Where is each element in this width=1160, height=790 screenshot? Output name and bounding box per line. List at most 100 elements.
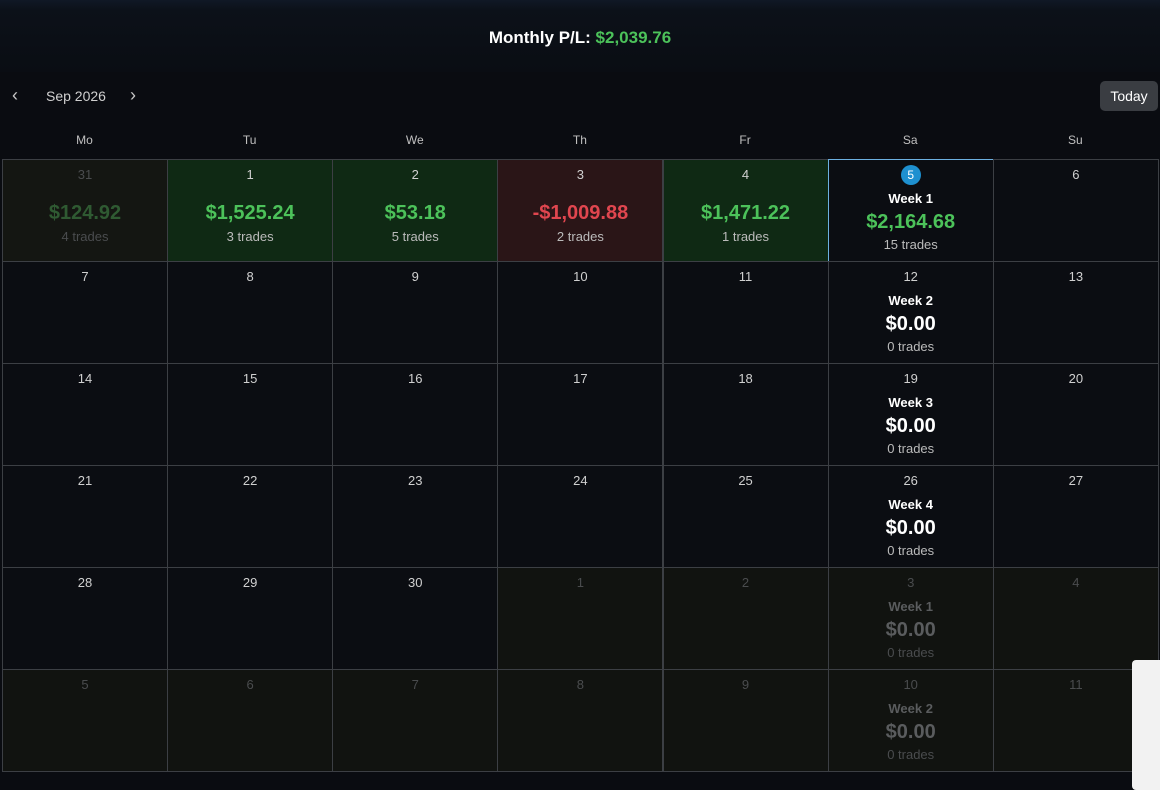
day-cell[interactable]: 6 [992, 159, 1159, 262]
day-cell[interactable]: 14 [2, 363, 168, 466]
day-cell[interactable]: 5 Week 1 $2,164.68 15 trades [827, 159, 994, 262]
day-number: 5 [829, 165, 993, 185]
day-pnl: $1,525.24 [205, 202, 295, 224]
day-cell[interactable]: 5 [2, 669, 168, 772]
day-cell[interactable]: 2 [662, 567, 829, 670]
today-button[interactable]: Today [1100, 81, 1158, 111]
day-cell[interactable]: 11 [992, 669, 1159, 772]
day-cell[interactable]: 22 [167, 465, 334, 568]
day-cell[interactable]: 6 [167, 669, 334, 772]
day-cell[interactable]: 13 [992, 261, 1159, 364]
day-cell[interactable]: 4 $1,471.22 1 trades [662, 159, 829, 262]
day-cell[interactable]: 31 $124.92 4 trades [2, 159, 168, 262]
day-cell[interactable]: 7 [332, 669, 499, 772]
day-number: 22 [242, 473, 258, 488]
day-cell[interactable]: 10 Week 2 $0.00 0 trades [827, 669, 994, 772]
week-trades: 15 trades [883, 237, 938, 252]
day-number: 19 [903, 371, 918, 386]
month-label: Sep 2026 [46, 88, 106, 104]
day-cell[interactable]: 16 [332, 363, 499, 466]
day-cell[interactable]: 20 [992, 363, 1159, 466]
week-pnl: $0.00 [885, 415, 936, 437]
day-number: 11 [1069, 677, 1083, 692]
day-number: 11 [738, 269, 753, 284]
day-number: 29 [242, 575, 258, 590]
day-pnl: $1,471.22 [701, 202, 791, 224]
header-bar [0, 0, 1160, 72]
day-number: 18 [738, 371, 753, 386]
day-cell[interactable]: 24 [497, 465, 664, 568]
day-cell[interactable]: 15 [167, 363, 334, 466]
day-number: 12 [903, 269, 918, 284]
day-pnl: -$1,009.88 [532, 202, 629, 224]
day-cell[interactable]: 18 [662, 363, 829, 466]
day-cell[interactable]: 28 [2, 567, 168, 670]
day-cell[interactable]: 23 [332, 465, 499, 568]
day-number: 15 [242, 371, 258, 386]
day-number: 24 [573, 473, 588, 488]
weekday-label: Mo [76, 133, 93, 147]
weekday-label: Fr [739, 133, 751, 147]
day-cell[interactable]: 29 [167, 567, 334, 670]
day-number: 16 [408, 371, 423, 386]
day-cell[interactable]: 4 [992, 567, 1159, 670]
day-cell[interactable]: 26 Week 4 $0.00 0 trades [827, 465, 994, 568]
day-cell[interactable]: 3 -$1,009.88 2 trades [497, 159, 664, 262]
day-cell[interactable]: 10 [497, 261, 664, 364]
pl-value: $2,039.76 [595, 28, 672, 47]
day-cell[interactable]: 21 [2, 465, 168, 568]
day-number: 3 [576, 167, 585, 182]
day-number: 2 [741, 575, 750, 590]
day-number: 2 [411, 167, 419, 182]
day-number: 10 [573, 269, 588, 284]
today-badge: 5 [900, 165, 921, 185]
weekday-label: Th [572, 133, 587, 147]
day-number: 25 [738, 473, 753, 488]
week-pnl: $2,164.68 [866, 211, 956, 233]
monthly-pl: Monthly P/L: $2,039.76 [0, 28, 1160, 48]
day-cell[interactable]: 25 [662, 465, 829, 568]
day-number: 7 [81, 269, 89, 284]
week-pnl: $0.00 [885, 619, 936, 641]
day-number: 10 [903, 677, 918, 692]
next-month[interactable]: › [130, 85, 136, 105]
prev-month[interactable]: ‹ [12, 85, 18, 105]
week-trades: 0 trades [887, 747, 935, 762]
day-cell[interactable]: 3 Week 1 $0.00 0 trades [827, 567, 994, 670]
day-number: 7 [411, 677, 419, 692]
week-pnl: $0.00 [885, 313, 936, 335]
day-number: 27 [1068, 473, 1084, 488]
weekday-label: Sa [902, 133, 918, 147]
day-pnl: $53.18 [384, 202, 446, 224]
day-number: 31 [77, 167, 93, 182]
day-cell[interactable]: 30 [332, 567, 499, 670]
day-cell[interactable]: 11 [662, 261, 829, 364]
day-cell[interactable]: 9 [332, 261, 499, 364]
day-cell[interactable]: 12 Week 2 $0.00 0 trades [827, 261, 994, 364]
day-cell[interactable]: 9 [662, 669, 829, 772]
week-label: Week 3 [888, 395, 933, 410]
weekday-label: Tu [242, 133, 257, 147]
day-number: 4 [1072, 575, 1080, 590]
day-number: 9 [411, 269, 419, 284]
day-number: 8 [246, 269, 254, 284]
day-trades: 3 trades [226, 229, 274, 244]
day-cell[interactable]: 2 $53.18 5 trades [332, 159, 499, 262]
day-cell[interactable]: 7 [2, 261, 168, 364]
day-number: 4 [741, 167, 750, 182]
week-pnl: $0.00 [885, 517, 936, 539]
day-cell[interactable]: 8 [167, 261, 334, 364]
week-label: Week 4 [888, 497, 933, 512]
day-cell[interactable]: 17 [497, 363, 664, 466]
day-number: 26 [903, 473, 918, 488]
day-cell[interactable]: 1 [497, 567, 664, 670]
week-label: Week 1 [888, 191, 933, 206]
day-number: 1 [246, 167, 254, 182]
day-cell[interactable]: 19 Week 3 $0.00 0 trades [827, 363, 994, 466]
day-number: 9 [741, 677, 750, 692]
day-cell[interactable]: 8 [497, 669, 664, 772]
day-trades: 2 trades [556, 229, 604, 244]
day-cell[interactable]: 27 [992, 465, 1159, 568]
day-cell[interactable]: 1 $1,525.24 3 trades [167, 159, 334, 262]
